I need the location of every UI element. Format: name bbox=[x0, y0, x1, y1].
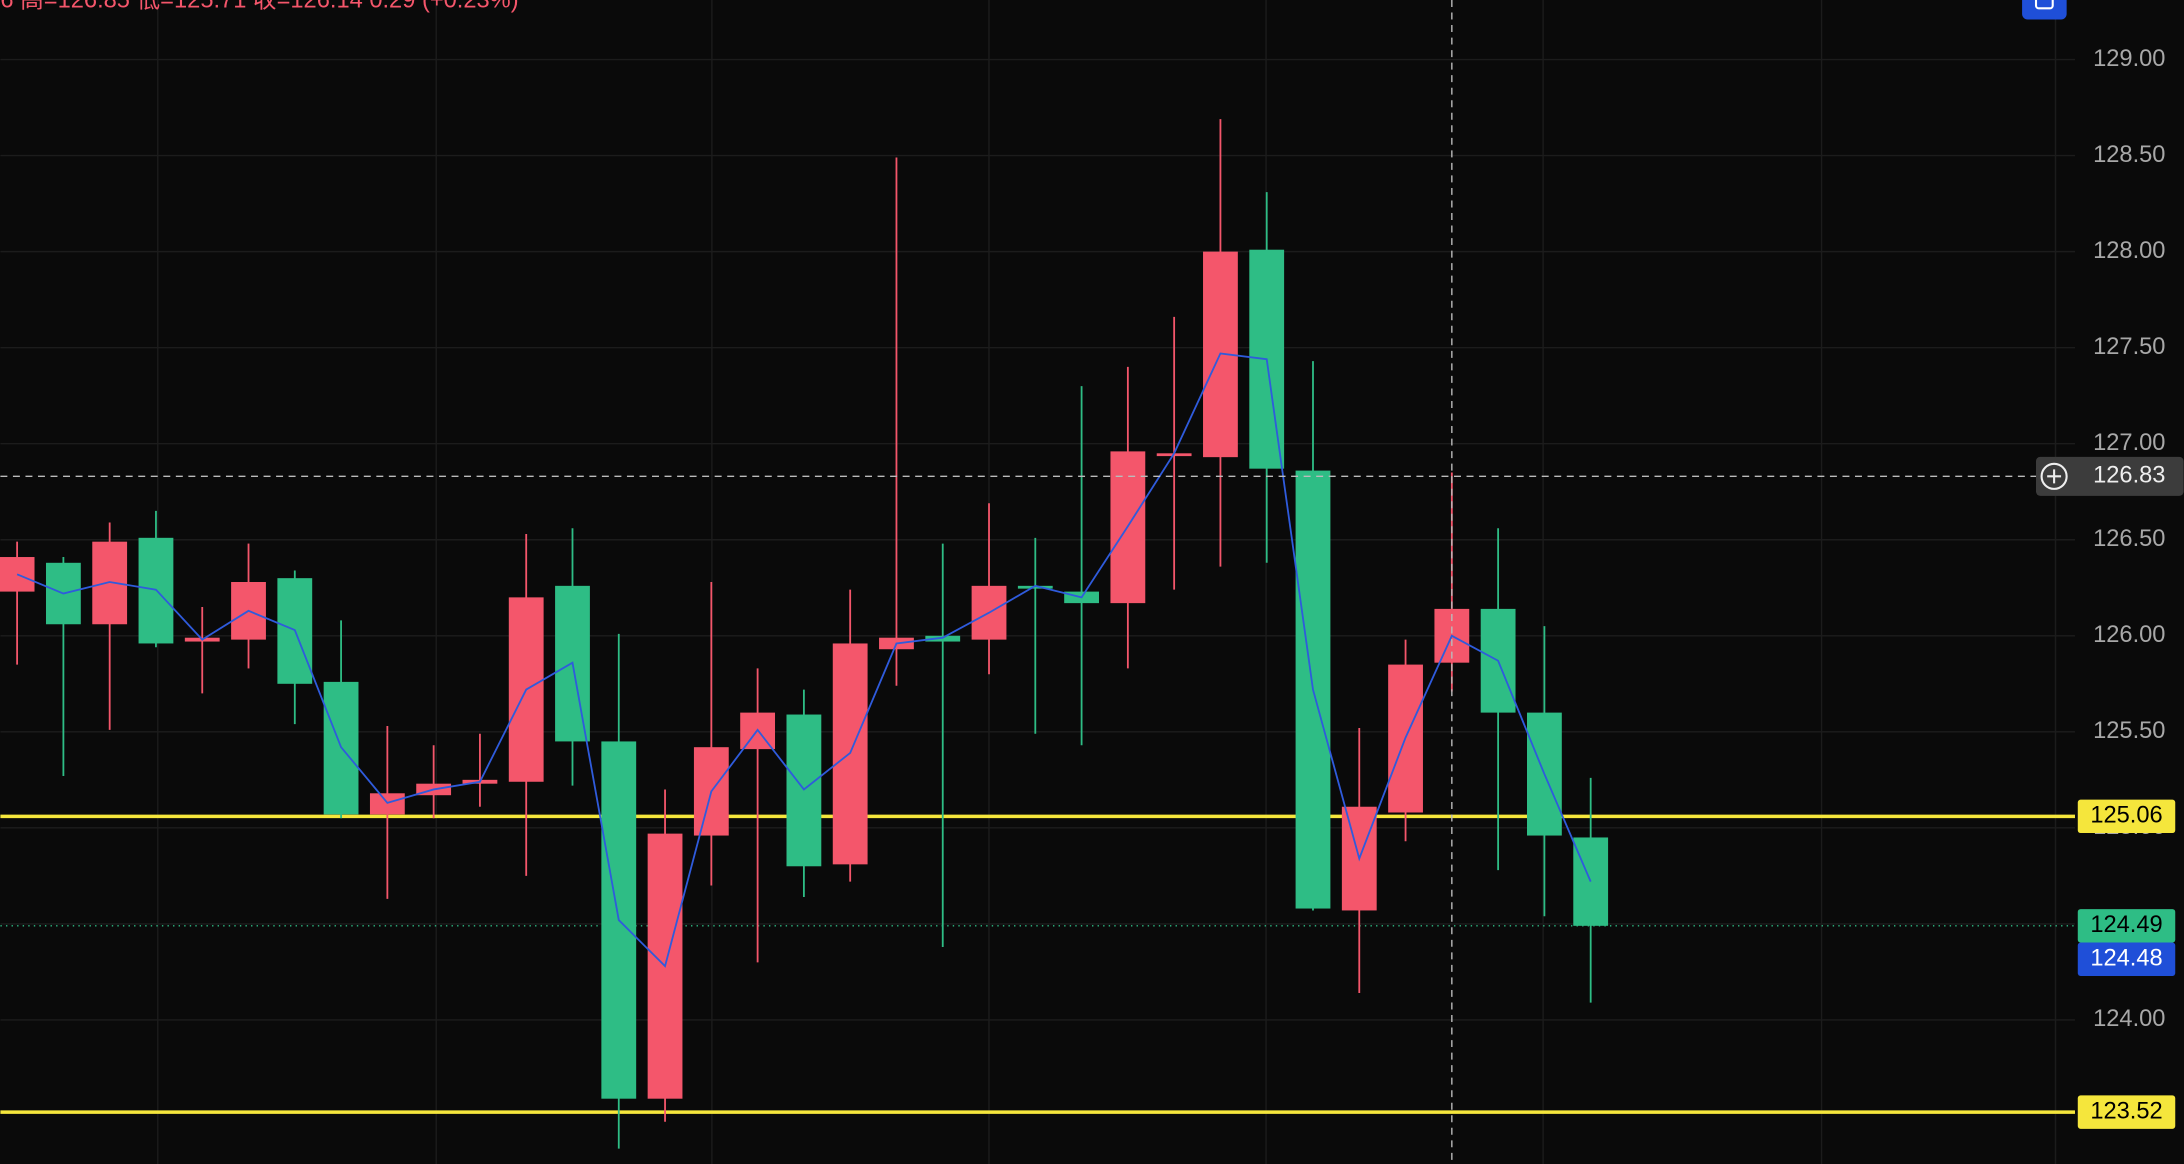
price-axis: 124.00124.50125.00125.50126.00126.50127.… bbox=[2036, 46, 2184, 1129]
candle-body bbox=[1017, 585, 1053, 589]
candle-body bbox=[925, 635, 961, 642]
price-level-label-bg bbox=[2077, 1095, 2176, 1129]
y-tick-label: 125.50 bbox=[2093, 718, 2165, 744]
y-tick-label: 128.50 bbox=[2093, 142, 2165, 168]
crosshair-add-icon bbox=[2040, 462, 2068, 490]
price-level-label: 123.52 bbox=[2090, 1098, 2162, 1124]
price-level-label: 125.06 bbox=[2090, 803, 2162, 829]
candle-body bbox=[92, 541, 128, 625]
crosshair-price: 126.83 bbox=[2093, 463, 2165, 489]
y-tick-label: 127.00 bbox=[2093, 430, 2165, 456]
grid bbox=[0, 0, 2075, 1164]
crosshair-label-bg bbox=[2036, 456, 2184, 496]
y-tick-label: 129.00 bbox=[2093, 46, 2165, 72]
price-level-label: 124.48 bbox=[2090, 945, 2162, 971]
toolbar-icon bbox=[2034, 0, 2054, 10]
y-tick-label: 128.00 bbox=[2093, 238, 2165, 264]
crosshair-add-plus bbox=[2047, 469, 2062, 484]
price-level-label-bg bbox=[2077, 909, 2176, 943]
ohlc-header: 6 高=126.85 低=125.71 收=126.14 0.29 (+0.23… bbox=[0, 0, 518, 14]
average-line bbox=[16, 352, 1592, 968]
price-level-label-bg bbox=[2077, 942, 2176, 976]
toolbar-button[interactable] bbox=[2022, 0, 2067, 20]
y-tick-label: 126.50 bbox=[2093, 526, 2165, 552]
price-level-label-bg bbox=[2077, 799, 2176, 834]
y-tick-label: 126.00 bbox=[2093, 622, 2165, 648]
y-tick-label: 124.00 bbox=[2093, 1006, 2165, 1032]
plot bbox=[0, 0, 2075, 1164]
candle-body bbox=[369, 793, 405, 815]
y-tick-label: 127.50 bbox=[2093, 334, 2165, 360]
price-level-label: 124.49 bbox=[2090, 912, 2162, 938]
